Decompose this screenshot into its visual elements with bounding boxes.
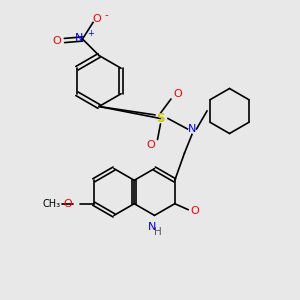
Text: O: O [52, 35, 62, 46]
Text: N: N [188, 124, 196, 134]
Text: O: O [63, 199, 72, 209]
Text: H: H [154, 227, 162, 237]
Text: +: + [88, 29, 94, 38]
Text: O: O [146, 140, 155, 150]
Text: S: S [156, 112, 165, 125]
Text: N: N [148, 222, 156, 232]
Text: O: O [92, 14, 101, 24]
Text: CH₃: CH₃ [43, 199, 61, 209]
Text: -: - [105, 10, 108, 20]
Text: N: N [75, 33, 83, 43]
Text: O: O [173, 88, 182, 99]
Text: O: O [190, 206, 199, 216]
